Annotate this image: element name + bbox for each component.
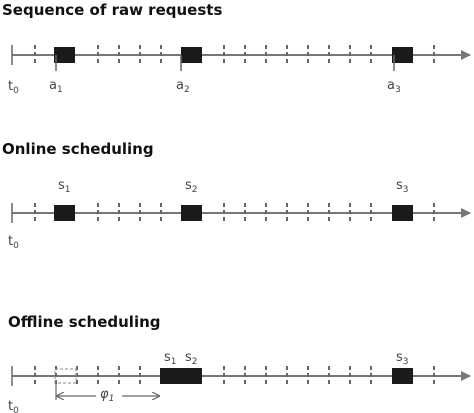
request-box [181,205,202,221]
event-label: a1 [49,78,63,95]
event-label: s1 [164,350,177,367]
event-label: s3 [396,178,409,195]
origin-label: t0 [8,399,19,413]
request-box [160,368,181,384]
label-bg [96,387,122,401]
event-label: s3 [396,350,409,367]
original-slot [54,368,77,384]
request-box [54,47,75,63]
request-box [392,205,413,221]
request-box [54,205,75,221]
event-label: s1 [58,178,71,195]
event-label: s2 [185,178,198,195]
event-label: a3 [387,78,401,95]
panel-title: Sequence of raw requests [2,1,222,19]
event-label: a2 [176,78,190,95]
origin-label: t0 [8,79,19,96]
origin-label: t0 [8,234,19,251]
event-label: s2 [185,350,198,367]
request-box [392,368,413,384]
offset-label: φ1 [100,387,114,404]
timelines [11,45,471,386]
request-box [392,47,413,63]
panel-title: Offline scheduling [8,313,161,331]
request-box [181,368,202,384]
request-box [181,47,202,63]
panel-title: Online scheduling [2,140,154,158]
